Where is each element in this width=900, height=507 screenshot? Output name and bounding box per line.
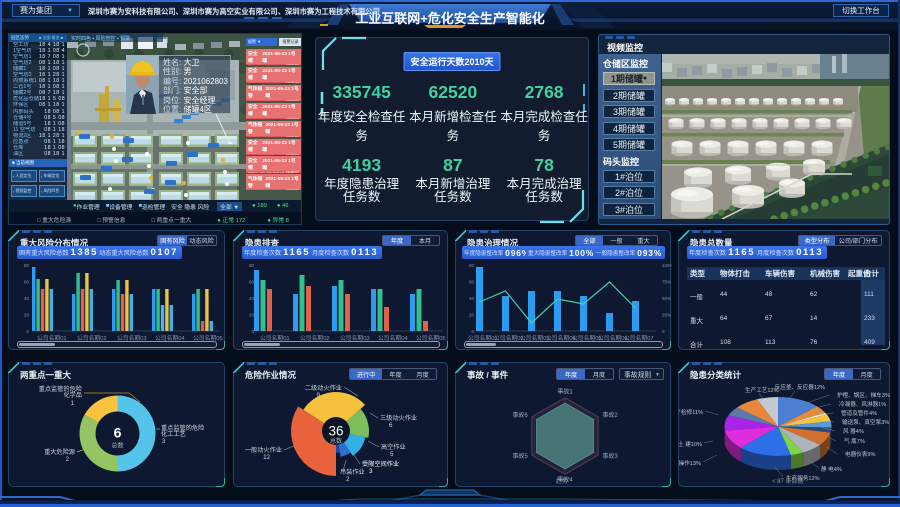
svg-text:电器仪表9%: 电器仪表9% [845,450,875,458]
svg-text:吊装作业: 吊装作业 [340,468,365,476]
svg-text:6: 6 [389,422,393,429]
svg-text:化学品: 化学品 [63,391,82,399]
svg-text:0: 0 [662,329,665,334]
svg-text:事故2: 事故2 [602,411,618,419]
svg-text:生产工艺12%: 生产工艺12% [745,386,779,394]
svg-text:生产服务12%: 生产服务12% [786,474,820,482]
svg-text:事故6: 事故6 [512,411,528,419]
svg-text:总数: 总数 [330,437,342,445]
svg-text:重大危险源: 重大危险源 [44,448,75,456]
svg-text:一般动火作业: 一般动火作业 [245,446,282,454]
svg-text:60: 60 [24,280,30,285]
svg-text:二级动火作业: 二级动火作业 [305,384,342,392]
svg-text:40: 40 [469,296,475,301]
svg-text:管道及管件4%: 管道及管件4% [841,409,877,417]
svg-text:重点监管的危险: 重点监管的危险 [39,385,83,393]
svg-text:风 器4%: 风 器4% [843,428,864,435]
svg-text:三级动火作业: 三级动火作业 [380,414,417,422]
svg-text:0: 0 [251,329,254,334]
svg-text:80: 80 [24,263,30,268]
svg-text:50%: 50% [662,296,671,301]
svg-text:生产检修11%: 生产检修11% [679,408,703,416]
svg-text:3: 3 [162,439,166,445]
svg-text:受限空间作业: 受限空间作业 [362,460,399,468]
svg-text:60: 60 [249,280,255,285]
svg-text:冷凝器、风淋器1%: 冷凝器、风淋器1% [839,400,886,408]
svg-text:75%: 75% [662,280,671,285]
svg-text:2: 2 [66,457,70,463]
svg-text:60: 60 [469,280,475,285]
svg-text:人员、现场操作13%: 人员、现场操作13% [679,459,701,467]
svg-text:0: 0 [26,329,29,334]
svg-text:40: 40 [24,296,30,301]
svg-text:总数: 总数 [111,442,123,450]
svg-text:3: 3 [369,468,373,475]
svg-text:土 建10%: 土 建10% [679,440,702,448]
svg-text:40: 40 [249,296,255,301]
svg-text:20: 20 [24,313,30,318]
svg-text:静 电4%: 静 电4% [821,465,842,473]
svg-text:36: 36 [328,424,343,439]
svg-text:0: 0 [471,329,474,334]
svg-text:事故1: 事故1 [557,388,573,396]
svg-text:9: 9 [317,392,321,399]
svg-text:化工工艺: 化工工艺 [161,430,186,438]
svg-text:20: 20 [469,313,475,318]
svg-text:重点监管的危险: 重点监管的危险 [161,424,205,432]
svg-text:事故3: 事故3 [602,452,618,460]
svg-text:80: 80 [469,263,475,268]
svg-text:1: 1 [71,401,75,407]
svg-text:2: 2 [346,476,350,483]
svg-text:反应釜、反应器12%: 反应釜、反应器12% [775,383,825,391]
svg-text:25%: 25% [662,313,671,318]
svg-text:5: 5 [390,451,394,458]
svg-text:气 瓶7%: 气 瓶7% [844,437,865,445]
svg-text:输送泵、真空泵3%: 输送泵、真空泵3% [842,418,889,426]
svg-text:80: 80 [249,263,255,268]
svg-text:20: 20 [249,313,255,318]
svg-text:100%: 100% [662,263,672,268]
svg-text:事故4: 事故4 [557,475,573,483]
svg-text:炉橙、锅区、梯车3%: 炉橙、锅区、梯车3% [837,391,890,399]
svg-text:高空作业: 高空作业 [381,443,406,451]
svg-text:12: 12 [263,454,270,461]
svg-text:事故5: 事故5 [512,452,528,460]
svg-text:6: 6 [114,425,122,441]
